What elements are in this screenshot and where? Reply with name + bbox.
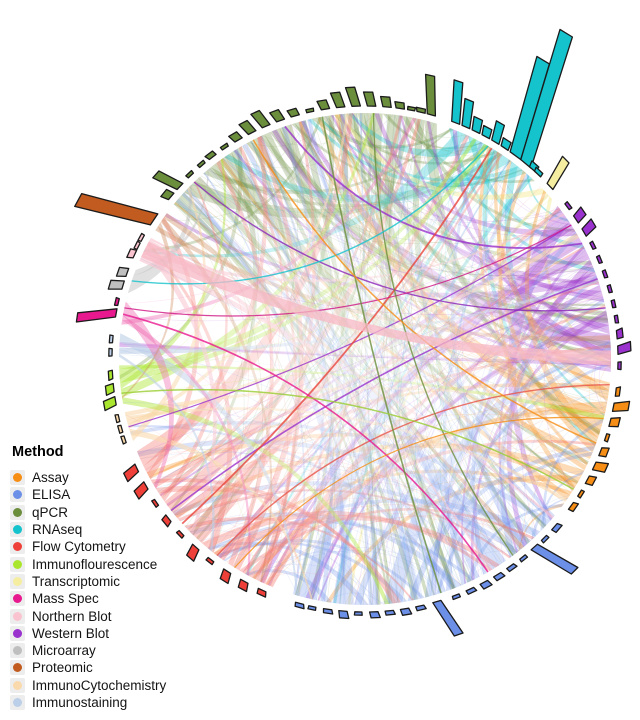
legend-color-dot [13, 473, 22, 483]
legend-color-dot [13, 611, 22, 621]
legend-key [10, 487, 25, 503]
legend-key [10, 677, 25, 693]
legend-item: Flow Cytometry [10, 538, 166, 555]
legend-item-label: Flow Cytometry [32, 539, 126, 555]
legend-item-label: Immunoflourescence [32, 556, 158, 572]
legend-item: Transcriptomic [10, 573, 166, 590]
legend-key [10, 504, 25, 520]
legend-item-label: ImmunoCytochemistry [32, 677, 167, 693]
legend-title: Method [12, 444, 64, 460]
legend-color-dot [13, 490, 22, 500]
legend-items: Assay ELISA qPCR RNAseq Flow Cytometry Immuno… [10, 469, 166, 711]
legend-item: Microarray [10, 642, 166, 659]
legend-key [10, 470, 25, 486]
legend-color-dot [13, 646, 22, 656]
legend-key [10, 643, 25, 659]
legend-item: Assay [10, 469, 166, 486]
legend-item-label: Proteomic [32, 660, 93, 676]
legend-item: ELISA [10, 486, 166, 503]
legend-item: RNAseq [10, 521, 166, 538]
legend-item-label: Transcriptomic [32, 573, 121, 589]
legend-key [10, 625, 25, 641]
legend-color-dot [13, 576, 22, 586]
legend-item-label: Northern Blot [32, 608, 112, 624]
legend-item: Proteomic [10, 659, 166, 676]
legend-color-dot [13, 507, 22, 517]
legend-item: ImmunoCytochemistry [10, 677, 166, 694]
legend-key [10, 573, 25, 589]
legend-key [10, 608, 25, 624]
legend-color-dot [13, 680, 22, 690]
legend-item: Northern Blot [10, 607, 166, 624]
legend-item-label: ELISA [32, 487, 71, 503]
legend-color-dot [13, 663, 22, 673]
legend-key [10, 660, 25, 676]
legend-item: Immunostaining [10, 694, 166, 711]
legend-item-label: Assay [32, 470, 69, 486]
legend-color-dot [13, 542, 22, 552]
legend-item-label: Western Blot [32, 625, 110, 641]
legend-item-label: qPCR [32, 504, 69, 520]
legend-item-label: Mass Spec [32, 591, 99, 607]
legend-key [10, 522, 25, 538]
legend-color-dot [13, 525, 22, 535]
legend-key [10, 591, 25, 607]
legend-item-label: Immunostaining [32, 695, 128, 710]
legend-color-dot [13, 628, 22, 638]
legend-item-label: RNAseq [32, 522, 83, 538]
legend-item: Immunoflourescence [10, 555, 166, 572]
method-legend: Method Assay ELISA qPCR RNAseq Flow Cytometr… [10, 444, 166, 711]
legend-key [10, 539, 25, 555]
legend-color-dot [13, 594, 22, 604]
legend-item: Mass Spec [10, 590, 166, 607]
legend-key [10, 695, 25, 710]
legend-key [10, 556, 25, 572]
legend-color-dot [13, 698, 22, 707]
legend-color-dot [13, 559, 22, 569]
legend-item: Western Blot [10, 625, 166, 642]
legend-item-label: Microarray [32, 643, 96, 659]
legend-item: qPCR [10, 504, 166, 521]
